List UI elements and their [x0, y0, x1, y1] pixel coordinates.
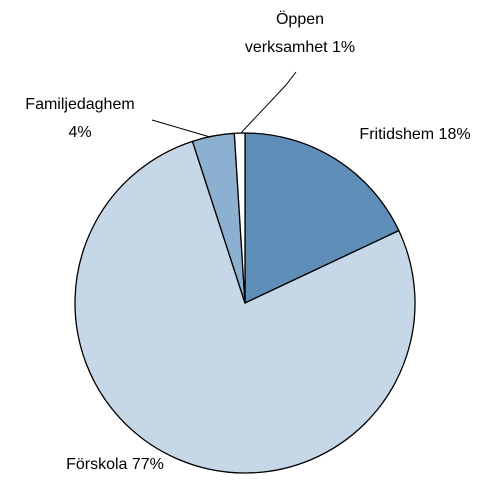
slice-label: Fritidshem 18%: [359, 126, 471, 143]
pie-slice: [233, 132, 246, 304]
leader-line: [151, 119, 211, 138]
pie-slice: [244, 132, 400, 305]
slice-label: Förskola 77%: [66, 456, 164, 473]
pie-slice: [74, 140, 416, 474]
slice-label: Familjedaghem 4%: [25, 96, 135, 141]
leader-line: [238, 71, 297, 136]
slice-label: Öppen verksamhet 1%: [244, 11, 356, 56]
